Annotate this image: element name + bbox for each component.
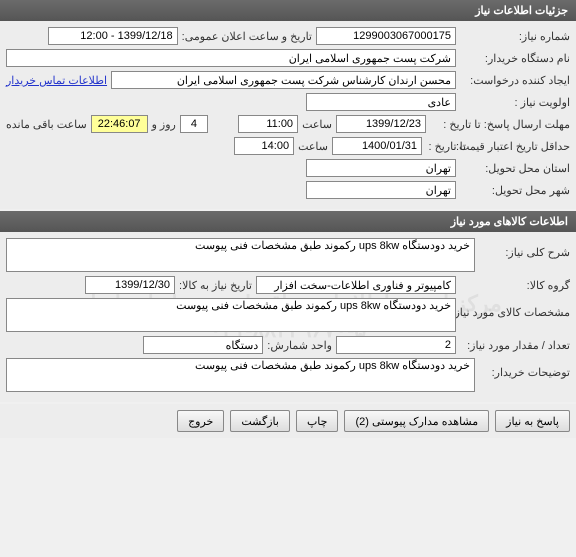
goods-info-header: اطلاعات کالاهای مورد نیاز bbox=[0, 211, 576, 232]
deadline-time-field[interactable] bbox=[238, 115, 298, 133]
buyer-notes-field[interactable] bbox=[6, 358, 475, 392]
delivery-city-field[interactable] bbox=[306, 181, 456, 199]
need-date-label: تاریخ نیاز به کالا: bbox=[179, 279, 252, 292]
need-date-field[interactable] bbox=[85, 276, 175, 294]
exit-button[interactable]: خروج bbox=[177, 410, 224, 432]
goods-group-label: گروه کالا: bbox=[460, 279, 570, 292]
goods-info-body: مرکز آرشیو اطلاعات مناقصات و مزایدات ایر… bbox=[0, 232, 576, 402]
goods-spec-field[interactable] bbox=[6, 298, 456, 332]
need-details-header: جزئیات اطلاعات نیاز bbox=[0, 0, 576, 21]
time-label-2: ساعت bbox=[298, 140, 328, 153]
view-docs-button[interactable]: مشاهده مدارک پیوستی (2) bbox=[344, 410, 489, 432]
buyer-notes-label: توضیحات خریدار: bbox=[479, 358, 570, 379]
unit-label: واحد شمارش: bbox=[267, 339, 332, 352]
reply-button[interactable]: پاسخ به نیاز bbox=[495, 410, 570, 432]
delivery-province-field[interactable] bbox=[306, 159, 456, 177]
min-validity-date-field[interactable] bbox=[332, 137, 422, 155]
buyer-org-label: نام دستگاه خریدار: bbox=[460, 52, 570, 65]
buyer-org-field[interactable] bbox=[6, 49, 456, 67]
general-desc-field[interactable] bbox=[6, 238, 475, 272]
back-button[interactable]: بازگشت bbox=[230, 410, 290, 432]
deadline-date-field[interactable] bbox=[336, 115, 426, 133]
general-desc-label: شرح کلی نیاز: bbox=[479, 238, 570, 259]
creator-field[interactable] bbox=[111, 71, 456, 89]
priority-field[interactable] bbox=[306, 93, 456, 111]
deadline-label: مهلت ارسال پاسخ: تا تاریخ : bbox=[430, 118, 570, 131]
delivery-province-label: استان محل تحویل: bbox=[460, 162, 570, 175]
remaining-label: ساعت باقی مانده bbox=[6, 118, 87, 131]
min-validity-time-field[interactable] bbox=[234, 137, 294, 155]
print-button[interactable]: چاپ bbox=[296, 410, 339, 432]
need-details-panel: جزئیات اطلاعات نیاز شماره نیاز: تاریخ و … bbox=[0, 0, 576, 209]
days-remaining-field[interactable] bbox=[180, 115, 208, 133]
countdown-timer: 22:46:07 bbox=[91, 115, 148, 133]
min-validity-label: حداقل تاریخ اعتبار قیمت: bbox=[470, 140, 570, 153]
public-announce-label: تاریخ و ساعت اعلان عمومی: bbox=[182, 30, 312, 43]
buyer-contact-link[interactable]: اطلاعات تماس خریدار bbox=[6, 74, 107, 87]
creator-label: ایجاد کننده درخواست: bbox=[460, 74, 570, 87]
need-details-body: شماره نیاز: تاریخ و ساعت اعلان عمومی: نا… bbox=[0, 21, 576, 209]
goods-spec-label: مشخصات کالای مورد نیاز: bbox=[460, 298, 570, 319]
need-number-field[interactable] bbox=[316, 27, 456, 45]
days-and-label: روز و bbox=[152, 118, 176, 131]
goods-info-panel: اطلاعات کالاهای مورد نیاز مرکز آرشیو اطل… bbox=[0, 211, 576, 402]
goods-group-field[interactable] bbox=[256, 276, 456, 294]
unit-field[interactable] bbox=[143, 336, 263, 354]
time-label-1: ساعت bbox=[302, 118, 332, 131]
qty-label: تعداد / مقدار مورد نیاز: bbox=[460, 339, 570, 352]
until-date-label: تا تاریخ : bbox=[426, 140, 466, 153]
priority-label: اولویت نیاز : bbox=[460, 96, 570, 109]
need-number-label: شماره نیاز: bbox=[460, 30, 570, 43]
footer-bar: پاسخ به نیاز مشاهده مدارک پیوستی (2) چاپ… bbox=[0, 404, 576, 438]
delivery-city-label: شهر محل تحویل: bbox=[460, 184, 570, 197]
qty-field[interactable] bbox=[336, 336, 456, 354]
public-announce-field[interactable] bbox=[48, 27, 178, 45]
